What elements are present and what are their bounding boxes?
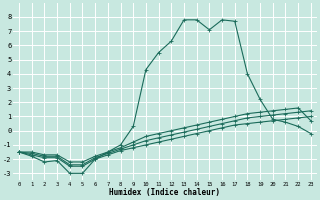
X-axis label: Humidex (Indice chaleur): Humidex (Indice chaleur)	[109, 188, 220, 197]
